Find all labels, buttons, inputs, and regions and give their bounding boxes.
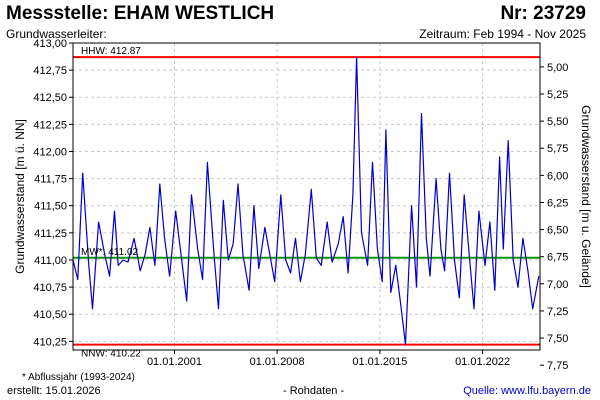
y2-tick-label: 7,75 <box>547 360 568 372</box>
mw-label: MW*: 411.02 <box>81 247 138 258</box>
y-tick-label: 410,50 <box>33 309 67 321</box>
plot-area <box>73 43 540 350</box>
x-tick-label: 01.01.2022 <box>455 356 510 368</box>
y-tick-label: 412,75 <box>33 65 67 77</box>
source-link[interactable]: Quelle: www.lfu.bayern.de <box>463 385 591 397</box>
plot-frame <box>72 42 541 351</box>
y2-tick-label: 7,50 <box>547 333 568 345</box>
station-number: Nr: 23729 <box>500 3 586 24</box>
y-tick-label: 411,00 <box>34 255 67 267</box>
y-tick-label: 412,50 <box>33 92 67 104</box>
y2-tick-label: 6,00 <box>547 170 568 182</box>
y-tick-label: 411,75 <box>34 174 67 186</box>
y-tick-label: 413,00 <box>33 38 67 50</box>
nnw-label: NNW: 410.22 <box>81 349 141 360</box>
groundwater-series-line <box>72 56 540 346</box>
y-tick-label: 410,75 <box>33 282 67 294</box>
raw-data-label: - Rohdaten - <box>283 385 345 397</box>
period-label: Zeitraum: Feb 1994 - Nov 2025 <box>419 27 586 41</box>
y2-tick-label: 5,50 <box>547 116 568 128</box>
y2-tick-label: 6,25 <box>547 197 568 209</box>
y2-axis-title: Grundwasserstand [m u. Gelände] <box>579 105 593 288</box>
y2-tick-label: 6,50 <box>547 225 568 237</box>
y2-tick-label: 7,00 <box>547 279 568 291</box>
y-tick-label: 411,25 <box>34 228 67 240</box>
x-tick-label: 01.01.2015 <box>352 356 407 368</box>
aquifer-label: Grundwasserleiter: <box>6 27 107 41</box>
x-tick-label: 01.01.2001 <box>147 356 202 368</box>
y-tick-label: 410,25 <box>33 336 67 348</box>
y2-tick-label: 5,25 <box>547 89 568 101</box>
footnote: * Abflussjahr (1993-2024) <box>22 372 135 383</box>
y2-tick-label: 7,25 <box>547 306 568 318</box>
y-tick-label: 411,50 <box>34 201 67 213</box>
y2-tick-label: 6,75 <box>547 252 568 264</box>
hhw-label: HHW: 412.87 <box>81 46 141 57</box>
page-title: Messstelle: EHAM WESTLICH <box>6 3 275 24</box>
x-tick-label: 01.01.2008 <box>250 356 305 368</box>
y-tick-label: 412,00 <box>33 146 67 158</box>
y2-tick-label: 5,00 <box>547 62 568 74</box>
y-tick-label: 412,25 <box>33 119 67 131</box>
y2-tick-label: 5,75 <box>547 143 568 155</box>
created-date: erstellt: 15.01.2026 <box>7 385 101 397</box>
y-axis-title: Grundwasserstand [m ü. NN] <box>13 119 27 274</box>
